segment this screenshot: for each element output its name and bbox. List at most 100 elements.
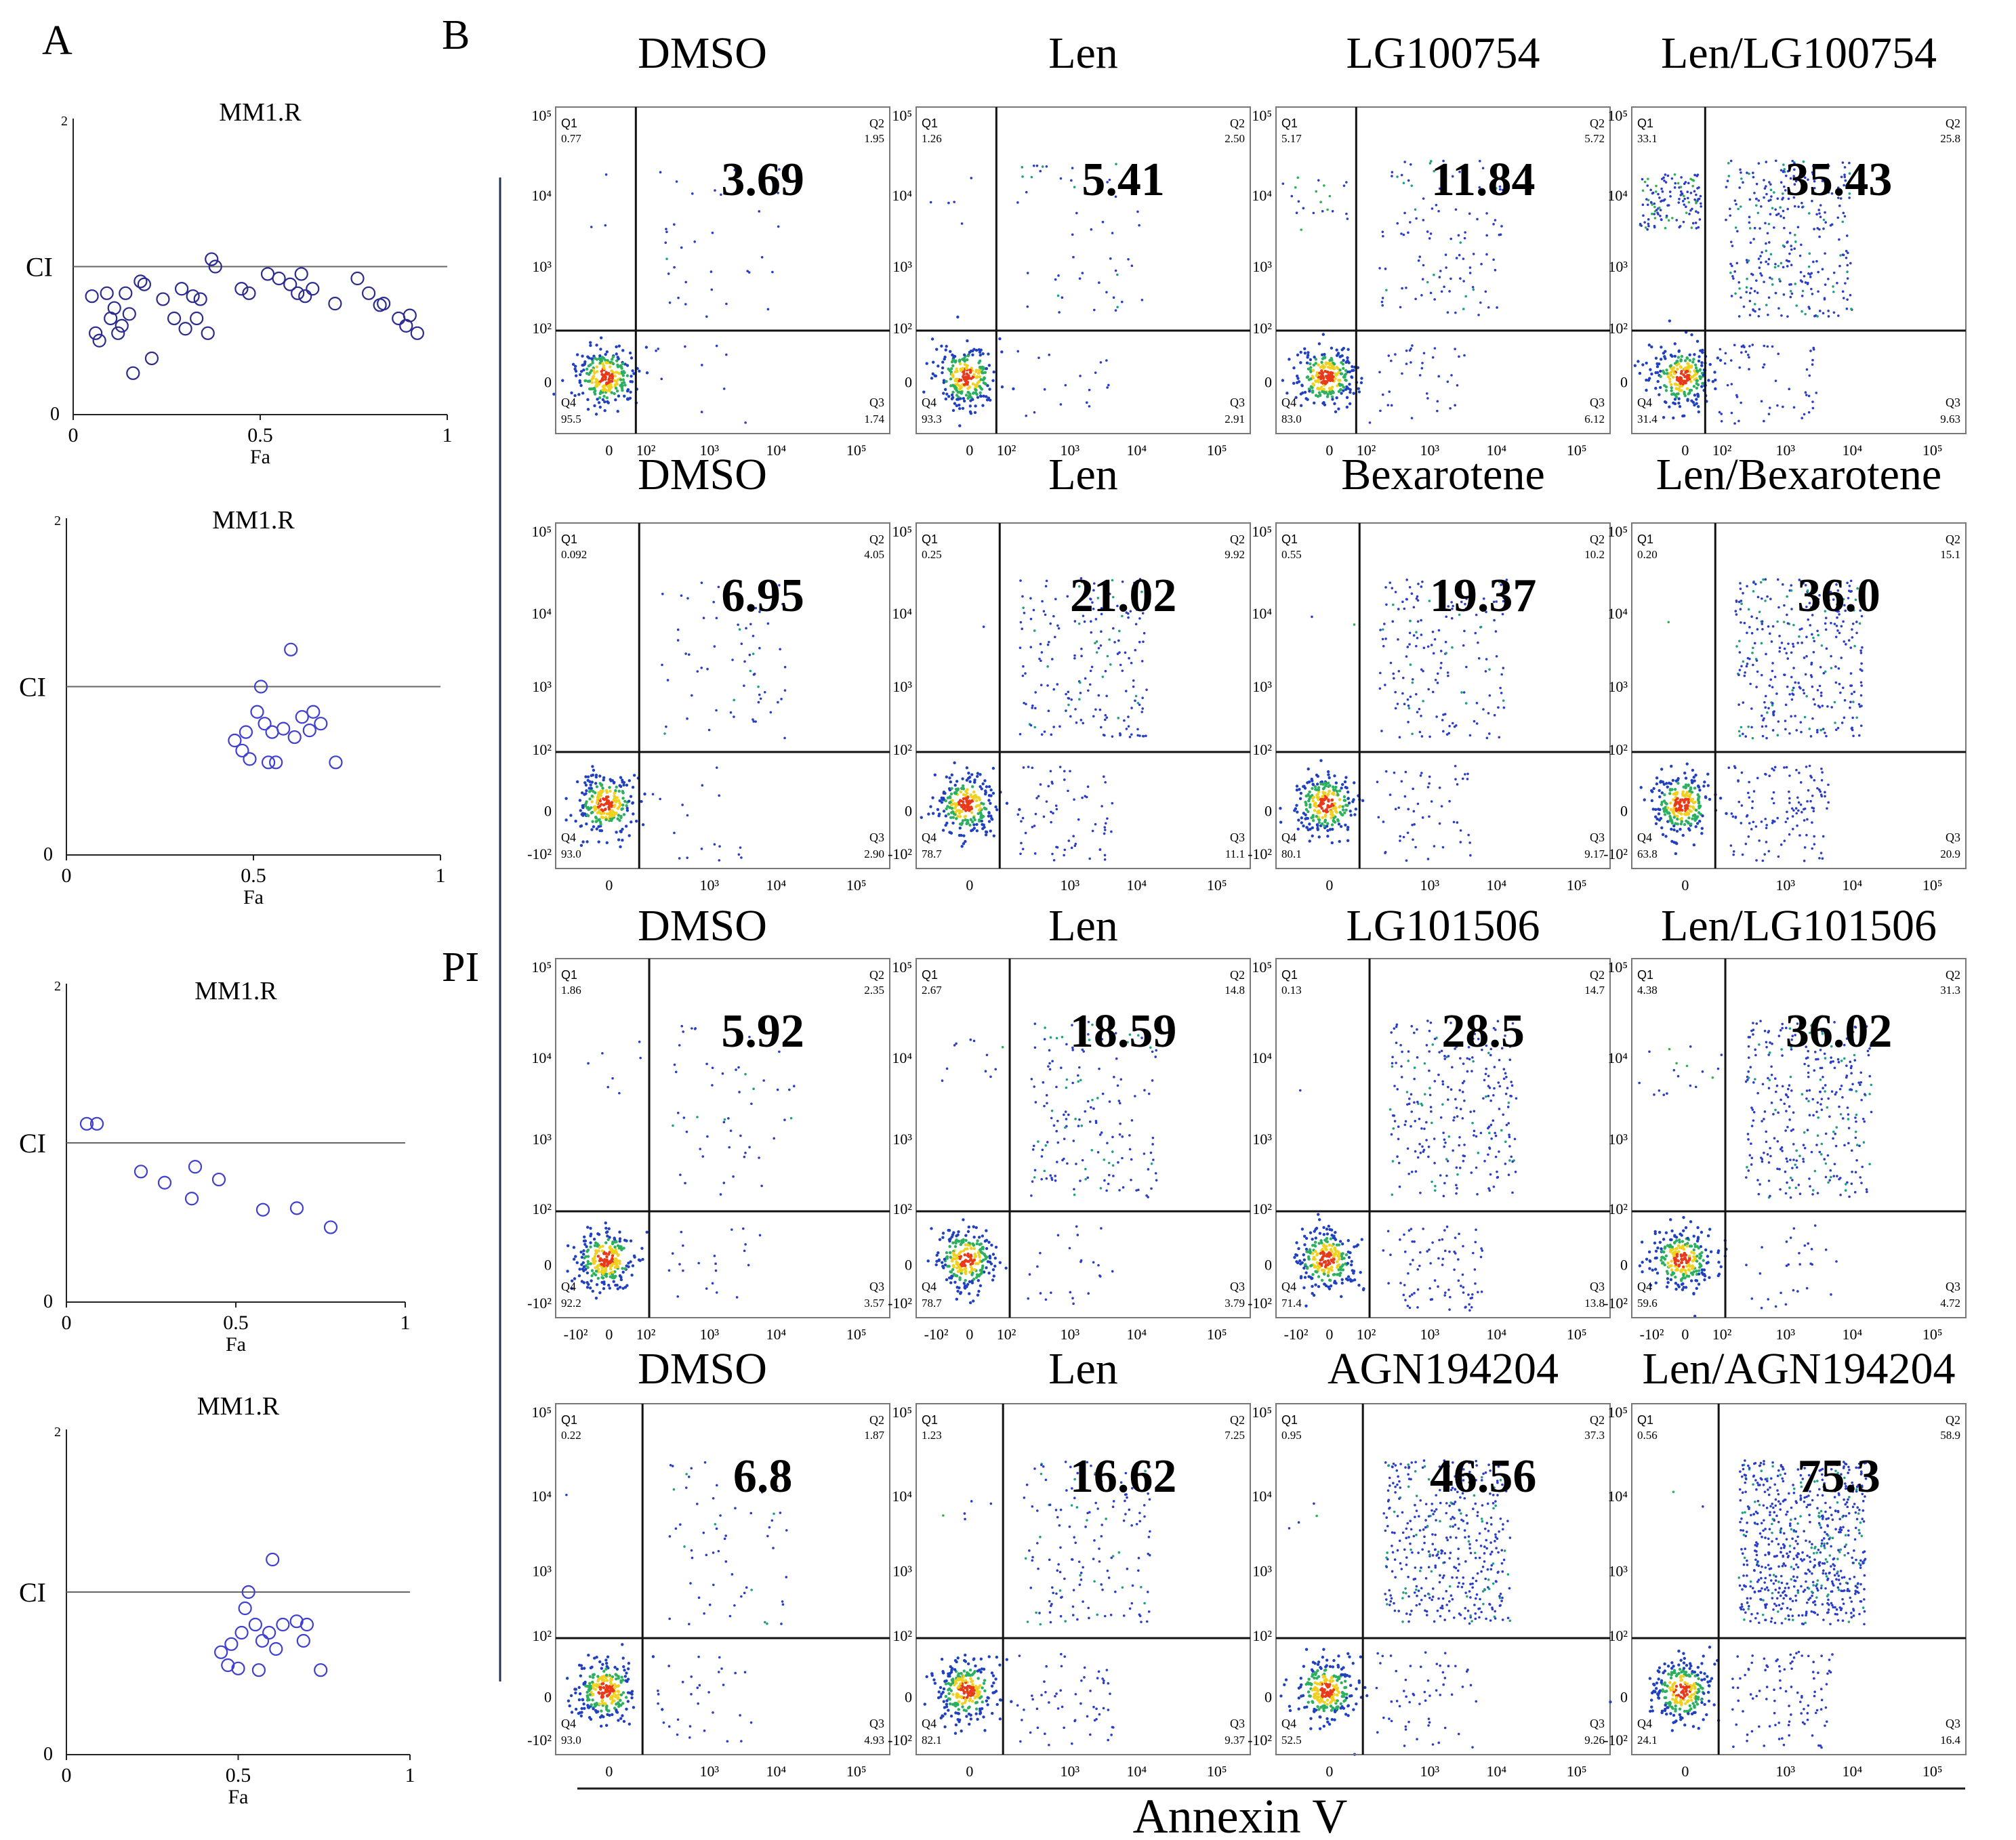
event-dot — [1327, 361, 1331, 365]
event-dot — [605, 396, 609, 400]
event-dot — [1786, 595, 1788, 598]
event-dot — [1835, 625, 1838, 627]
event-dot — [1755, 686, 1758, 688]
event-dot — [951, 409, 955, 413]
data-point — [284, 642, 298, 656]
event-dot — [1346, 217, 1349, 220]
panel-label-b: B — [442, 12, 470, 58]
event-dot — [606, 385, 610, 388]
event-dot — [1817, 633, 1820, 637]
event-dot — [1390, 359, 1393, 362]
event-dot — [1075, 211, 1078, 215]
event-dot — [1675, 383, 1679, 387]
event-dot — [943, 1257, 947, 1261]
event-dot — [590, 1269, 594, 1272]
event-dot — [1134, 699, 1136, 703]
event-dot — [1786, 265, 1789, 268]
event-dot — [1764, 818, 1767, 820]
event-dot — [1463, 629, 1466, 633]
event-dot — [1683, 203, 1686, 206]
event-dot — [1757, 257, 1761, 260]
q4-value: 80.1 — [1281, 848, 1302, 860]
event-dot — [1392, 672, 1395, 675]
event-dot — [1312, 211, 1315, 215]
event-dot — [754, 720, 757, 723]
event-dot — [1645, 388, 1648, 392]
event-dot — [1690, 399, 1693, 402]
event-dot — [1462, 691, 1466, 694]
event-dot — [1689, 192, 1693, 194]
event-dot — [1735, 262, 1739, 265]
event-dot — [1317, 363, 1320, 367]
event-dot — [1339, 824, 1343, 829]
event-dot — [619, 1276, 623, 1279]
event-dot — [971, 382, 975, 385]
y-tick-label: 0 — [1264, 803, 1272, 820]
event-dot — [1338, 789, 1342, 793]
event-dot — [1337, 822, 1341, 826]
event-dot — [1738, 669, 1742, 671]
q2-label: Q2 — [1230, 117, 1245, 130]
event-dot — [1070, 179, 1073, 182]
event-dot — [573, 364, 577, 368]
event-dot — [1751, 736, 1754, 740]
event-dot — [1767, 850, 1771, 853]
event-dot — [1750, 726, 1753, 729]
event-dot — [605, 1255, 609, 1259]
event-dot — [1342, 184, 1346, 187]
event-dot — [1767, 257, 1771, 261]
event-dot — [1046, 665, 1049, 668]
event-dot — [1054, 1175, 1057, 1177]
event-dot — [1407, 808, 1410, 811]
event-dot — [1454, 208, 1458, 211]
y-tick-label: 0 — [1620, 374, 1628, 391]
event-dot — [1439, 650, 1443, 652]
event-dot — [1309, 358, 1313, 362]
event-dot — [1666, 785, 1669, 789]
event-dot — [1802, 688, 1805, 692]
event-dot — [920, 816, 923, 819]
event-dot — [1344, 373, 1348, 376]
event-dot — [1704, 796, 1708, 799]
event-dot — [620, 367, 623, 370]
event-dot — [1130, 1179, 1132, 1182]
event-dot — [1696, 383, 1700, 387]
data-point — [283, 277, 297, 291]
q3-label: Q3 — [1230, 831, 1245, 844]
event-dot — [965, 778, 969, 782]
event-dot — [1758, 227, 1761, 230]
x-tick-label: 0.5 — [226, 1764, 251, 1786]
event-dot — [1071, 233, 1074, 236]
event-dot — [1484, 290, 1487, 293]
event-dot — [1454, 404, 1456, 407]
event-dot — [571, 362, 575, 367]
event-dot — [1043, 388, 1046, 391]
event-dot — [1811, 806, 1814, 810]
event-dot — [621, 378, 625, 381]
event-dot — [1643, 221, 1646, 224]
event-dot — [1067, 696, 1070, 700]
event-dot — [728, 1146, 731, 1149]
x-tick-label: 10³ — [1775, 877, 1795, 894]
event-dot — [1665, 802, 1668, 806]
event-dot — [684, 652, 687, 655]
event-dot — [961, 784, 965, 788]
event-dot — [1762, 578, 1765, 581]
event-dot — [1794, 807, 1798, 810]
event-dot — [746, 270, 749, 272]
event-dot — [1668, 364, 1672, 368]
event-dot — [769, 711, 773, 714]
x-tick-label: 0.5 — [223, 1312, 249, 1334]
event-dot — [1044, 613, 1047, 616]
event-dot — [1690, 333, 1693, 337]
event-dot — [1477, 641, 1479, 644]
event-dot — [1107, 1182, 1110, 1186]
event-dot — [706, 667, 709, 671]
event-dot — [1348, 402, 1352, 406]
event-dot — [1110, 830, 1113, 833]
event-dot — [958, 1270, 962, 1273]
event-dot — [964, 1238, 968, 1242]
event-dot — [1761, 597, 1763, 600]
event-dot — [1346, 348, 1350, 352]
event-dot — [1382, 644, 1385, 648]
